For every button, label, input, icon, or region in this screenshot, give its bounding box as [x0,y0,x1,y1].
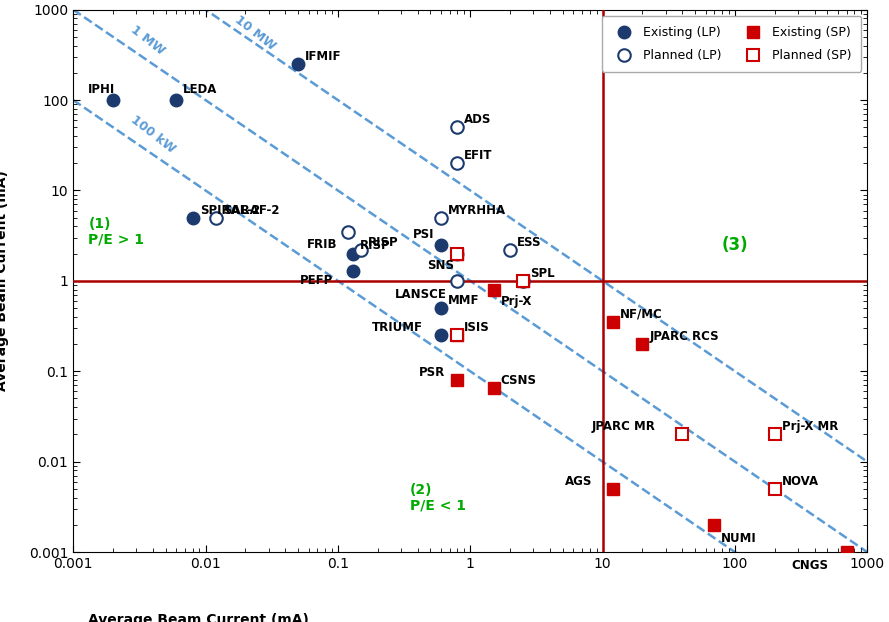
Text: RISP: RISP [368,236,399,249]
Text: LEDA: LEDA [183,83,218,96]
Text: LANSCE: LANSCE [395,287,447,300]
Text: (2)
P/E < 1: (2) P/E < 1 [410,483,466,513]
Text: MMF: MMF [448,294,479,307]
Text: 10 MW: 10 MW [233,14,278,53]
Text: NUMI: NUMI [721,532,757,544]
Text: MYRHHA: MYRHHA [448,203,506,216]
Text: ADS: ADS [464,113,492,126]
Text: SNS: SNS [427,259,454,272]
Text: 1 MW: 1 MW [128,23,167,57]
Text: Average Beam Current (mA): Average Beam Current (mA) [88,613,309,622]
Text: SPIRAL-2: SPIRAL-2 [200,203,260,216]
Text: (3): (3) [722,236,749,254]
Text: RISP: RISP [360,239,390,253]
Text: JPARC RCS: JPARC RCS [649,330,719,343]
Text: SPL: SPL [530,267,555,280]
Text: IPHI: IPHI [88,83,116,96]
Text: Prj-X: Prj-X [501,295,532,308]
Text: 100 kW: 100 kW [128,113,178,156]
Text: PSR: PSR [419,366,444,379]
Text: (1)
P/E > 1: (1) P/E > 1 [88,216,144,247]
Text: PEFP: PEFP [300,274,333,287]
Text: FRIB: FRIB [307,238,337,251]
Text: IFMIF: IFMIF [305,50,341,63]
Legend: Existing (LP), Planned (LP), Existing (SP), Planned (SP): Existing (LP), Planned (LP), Existing (S… [602,16,861,72]
Text: JPARC MR: JPARC MR [592,420,656,434]
Text: CSNS: CSNS [501,374,536,387]
Text: AGS: AGS [565,475,592,488]
Text: ESS: ESS [517,236,541,249]
Text: PSI: PSI [413,228,435,241]
Text: NF/MC: NF/MC [620,308,662,321]
Text: SARAF-2: SARAF-2 [223,203,279,216]
Text: NOVA: NOVA [781,475,819,488]
Text: TRIUMF: TRIUMF [372,321,422,334]
Text: Average Beam Current (mA): Average Beam Current (mA) [0,170,9,391]
Text: Prj-X MR: Prj-X MR [781,420,838,434]
Text: ISIS: ISIS [464,321,490,334]
Text: CNGS: CNGS [791,559,829,572]
Text: EFIT: EFIT [464,149,493,162]
